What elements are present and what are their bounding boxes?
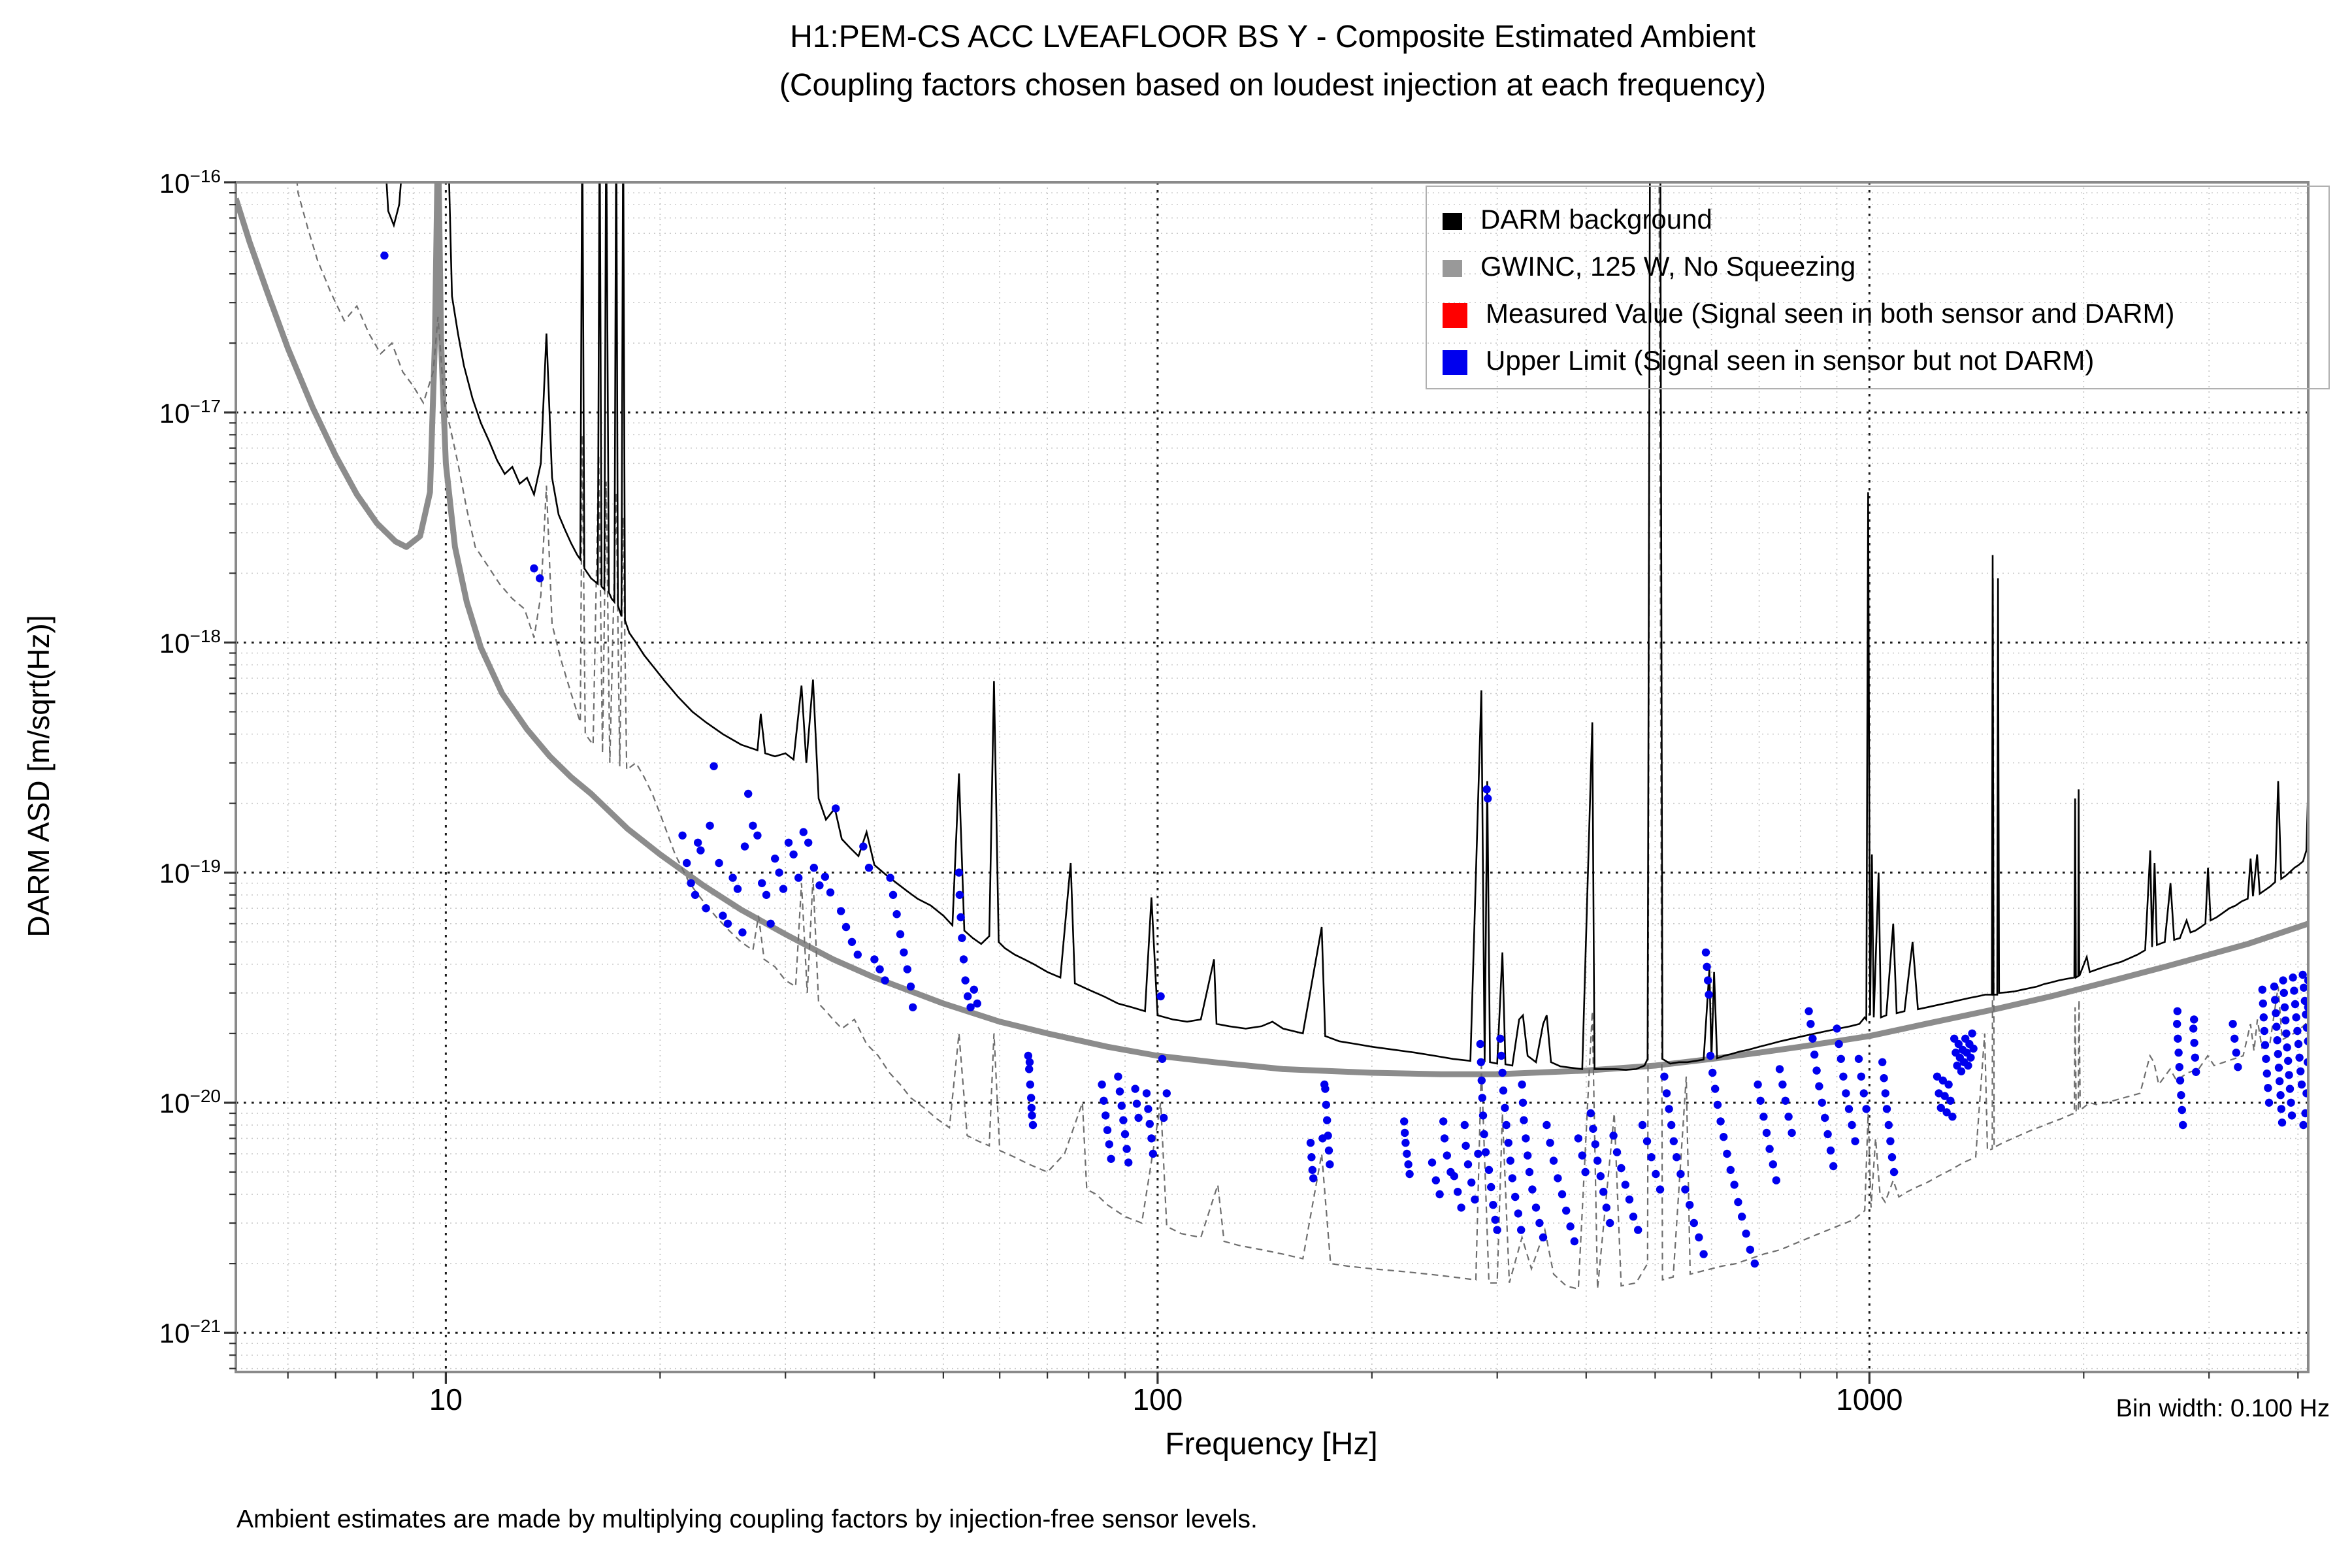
x-tick-label: 10 — [429, 1382, 463, 1416]
y-tick-label: 10−18 — [159, 625, 221, 659]
y-tick-label: 10−20 — [159, 1085, 221, 1119]
series-0 — [385, 182, 2308, 1071]
y-axis-label: DARM ASD [m/sqrt(Hz)] — [22, 615, 56, 938]
chart-title: H1:PEM-CS ACC LVEAFLOOR BS Y - Composite… — [237, 13, 2309, 110]
y-tick-label: 10−19 — [159, 855, 221, 889]
chart-title-line1: H1:PEM-CS ACC LVEAFLOOR BS Y - Composite… — [790, 20, 1756, 55]
footnote: Ambient estimates are made by multiplyin… — [237, 1505, 1258, 1534]
legend-item-label: DARM background — [1480, 205, 1712, 235]
chart-title-line2: (Coupling factors chosen based on loudes… — [779, 68, 1767, 104]
legend-swatch-icon — [1443, 302, 1467, 327]
legend-item-label: GWINC, 125 W, No Squeezing — [1480, 252, 1856, 282]
y-tick-label: 10−21 — [159, 1315, 221, 1350]
legend-item: Measured Value (Signal seen in both sens… — [1427, 291, 2328, 338]
legend-item-label: Upper Limit (Signal seen in sensor but n… — [1486, 346, 2095, 376]
legend-item: DARM background — [1427, 197, 2328, 244]
legend: DARM background GWINC, 125 W, No Squeezin… — [1426, 186, 2330, 389]
y-tick-label: 10−17 — [159, 395, 221, 429]
data-series — [236, 182, 2308, 1290]
legend-swatch-icon — [1443, 212, 1462, 229]
x-axis-label: Frequency [Hz] — [1165, 1427, 1378, 1462]
x-tick-label: 100 — [1132, 1382, 1183, 1416]
series-1 — [236, 182, 2308, 1077]
axes-frame — [224, 181, 2310, 1384]
legend-swatch-icon — [1443, 350, 1467, 374]
legend-swatch-icon — [1443, 259, 1462, 276]
series-2 — [296, 182, 2308, 1290]
legend-item-label: Measured Value (Signal seen in both sens… — [1486, 299, 2175, 329]
legend-item: Upper Limit (Signal seen in sensor but n… — [1427, 338, 2328, 385]
bin-width-note: Bin width: 0.100 Hz — [2115, 1396, 2330, 1423]
legend-item: GWINC, 125 W, No Squeezing — [1427, 244, 2328, 291]
x-tick-label: 1000 — [1836, 1382, 1903, 1416]
upper-limit-points — [380, 252, 2308, 1268]
y-tick-label: 10−16 — [159, 165, 221, 199]
